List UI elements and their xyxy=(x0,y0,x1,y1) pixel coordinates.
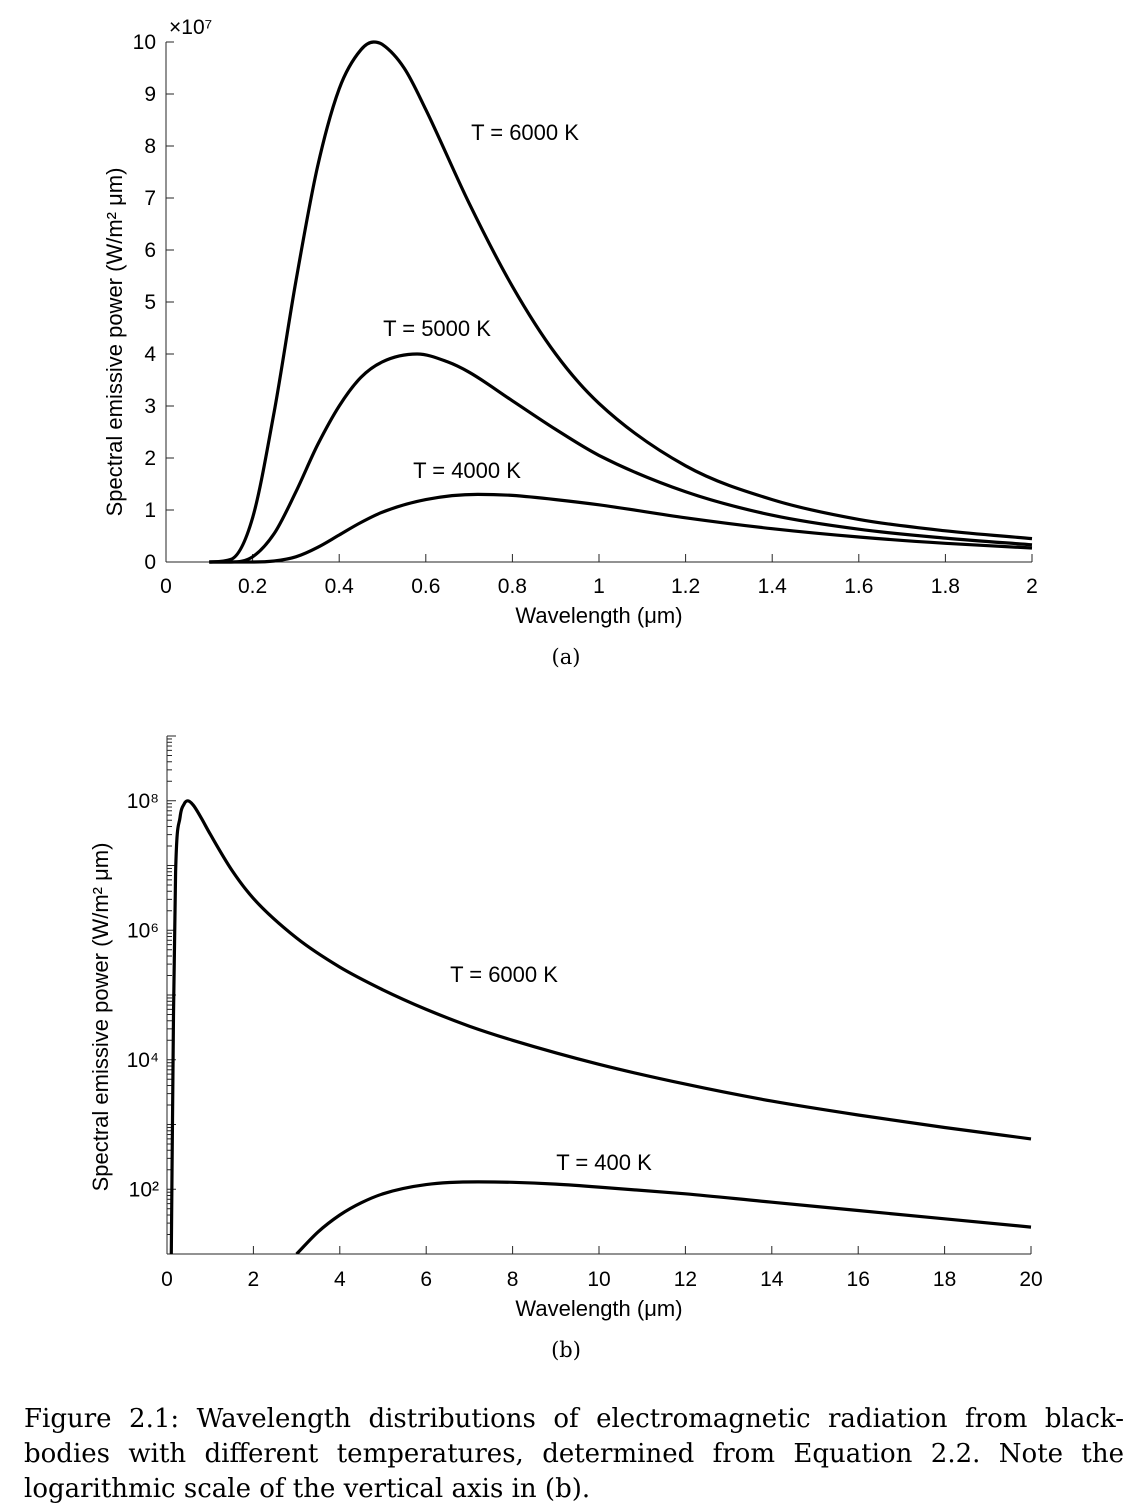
y-axis-label: Spectral emissive power (W/m² μm) xyxy=(88,843,113,1192)
x-tick-label: 10 xyxy=(587,1268,610,1291)
y-tick-label: 9 xyxy=(144,83,156,106)
y-tick-label: 10⁶ xyxy=(127,919,159,942)
x-tick-label: 0.4 xyxy=(325,575,355,598)
y-tick-label: 1 xyxy=(144,499,156,522)
x-tick-label: 2 xyxy=(248,1268,260,1291)
y-tick-label: 3 xyxy=(144,395,156,418)
y-tick-label: 10 xyxy=(133,31,156,54)
x-tick-label: 16 xyxy=(847,1268,870,1291)
y-tick-label: 2 xyxy=(144,447,156,470)
y-tick-label: 6 xyxy=(144,239,156,262)
x-tick-label: 14 xyxy=(760,1268,784,1291)
y-tick-label: 8 xyxy=(144,135,156,158)
series-line xyxy=(209,40,1033,564)
y-exponent-label: ×10⁷ xyxy=(169,16,212,39)
x-tick-label: 1.4 xyxy=(758,575,788,598)
y-axis-label: Spectral emissive power (W/m² μm) xyxy=(102,168,127,517)
x-tick-label: 0.8 xyxy=(498,575,527,598)
series-label: T = 6000 K xyxy=(471,120,579,145)
x-tick-label: 2 xyxy=(1026,575,1038,598)
series-label: T = 400 K xyxy=(556,1150,652,1175)
series-line xyxy=(209,352,1033,564)
x-tick-label: 0 xyxy=(161,1268,173,1291)
subfigure-label-b: (b) xyxy=(551,1338,581,1362)
y-tick-label: 10² xyxy=(129,1178,159,1201)
x-tick-label: 0 xyxy=(160,575,172,598)
subfigure-label-a: (a) xyxy=(551,645,581,669)
series-line xyxy=(295,1180,1032,1254)
x-tick-label: 6 xyxy=(420,1268,432,1291)
x-tick-label: 1.8 xyxy=(931,575,960,598)
chart-a: 0 0.2 0.4 0.6 0.8 1 1.2 1.4 1.6 1.8 2 0 1 2 3 4 5 6 7 8 9 10 ×… xyxy=(102,16,1038,628)
y-tick-label: 5 xyxy=(144,291,156,314)
chart-b: 0 2 4 6 8 10 12 14 16 18 20 10² 10⁴ 10⁶ 10⁸ Wavelength … xyxy=(88,735,1043,1321)
y-tick-label: 0 xyxy=(144,551,156,574)
x-tick-label: 0.6 xyxy=(411,575,440,598)
x-tick-label: 0.2 xyxy=(238,575,267,598)
x-tick-label: 1 xyxy=(593,575,605,598)
x-tick-label: 4 xyxy=(334,1268,346,1291)
y-tick-label: 10⁸ xyxy=(127,790,159,813)
x-tick-label: 12 xyxy=(674,1268,697,1291)
x-tick-label: 20 xyxy=(1019,1268,1042,1291)
y-tick-label: 10⁴ xyxy=(127,1049,159,1072)
series-line xyxy=(169,799,1032,1254)
figure-caption: Figure 2.1: Wavelength distributions of … xyxy=(24,1404,1124,1504)
x-tick-label: 1.2 xyxy=(671,575,700,598)
series-label: T = 5000 K xyxy=(383,316,491,341)
series-line xyxy=(209,492,1033,564)
y-tick-label: 7 xyxy=(144,187,156,210)
x-axis-label: Wavelength (μm) xyxy=(515,1296,682,1321)
series-label: T = 6000 K xyxy=(450,962,558,987)
x-tick-label: 1.6 xyxy=(844,575,873,598)
x-tick-label: 18 xyxy=(933,1268,956,1291)
y-tick-label: 4 xyxy=(144,343,156,366)
x-axis-label: Wavelength (μm) xyxy=(515,603,682,628)
x-tick-label: 8 xyxy=(507,1268,519,1291)
series-label: T = 4000 K xyxy=(413,458,521,483)
